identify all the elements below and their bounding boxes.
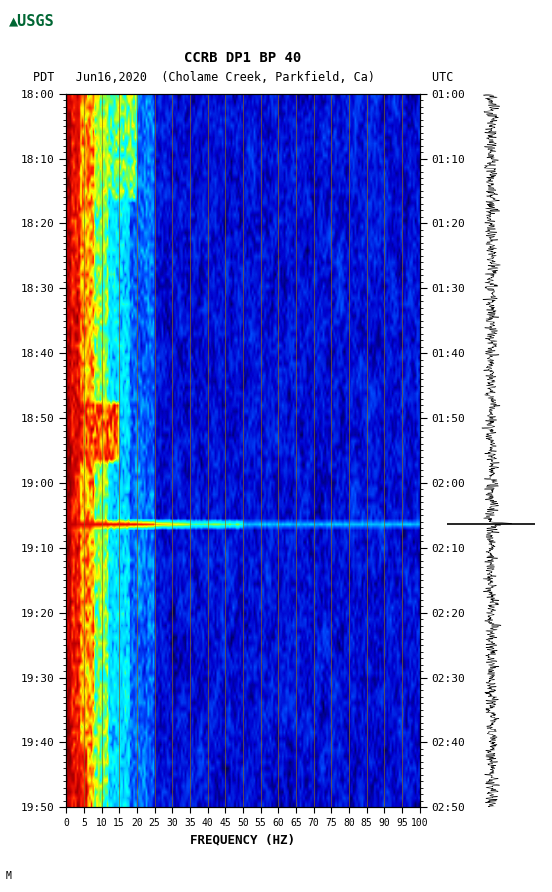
Text: ▲USGS: ▲USGS xyxy=(9,14,55,29)
Text: CCRB DP1 BP 40: CCRB DP1 BP 40 xyxy=(184,51,301,65)
Text: M: M xyxy=(6,871,12,881)
X-axis label: FREQUENCY (HZ): FREQUENCY (HZ) xyxy=(190,833,295,847)
Text: PDT   Jun16,2020  (Cholame Creek, Parkfield, Ca)        UTC: PDT Jun16,2020 (Cholame Creek, Parkfield… xyxy=(33,71,453,84)
